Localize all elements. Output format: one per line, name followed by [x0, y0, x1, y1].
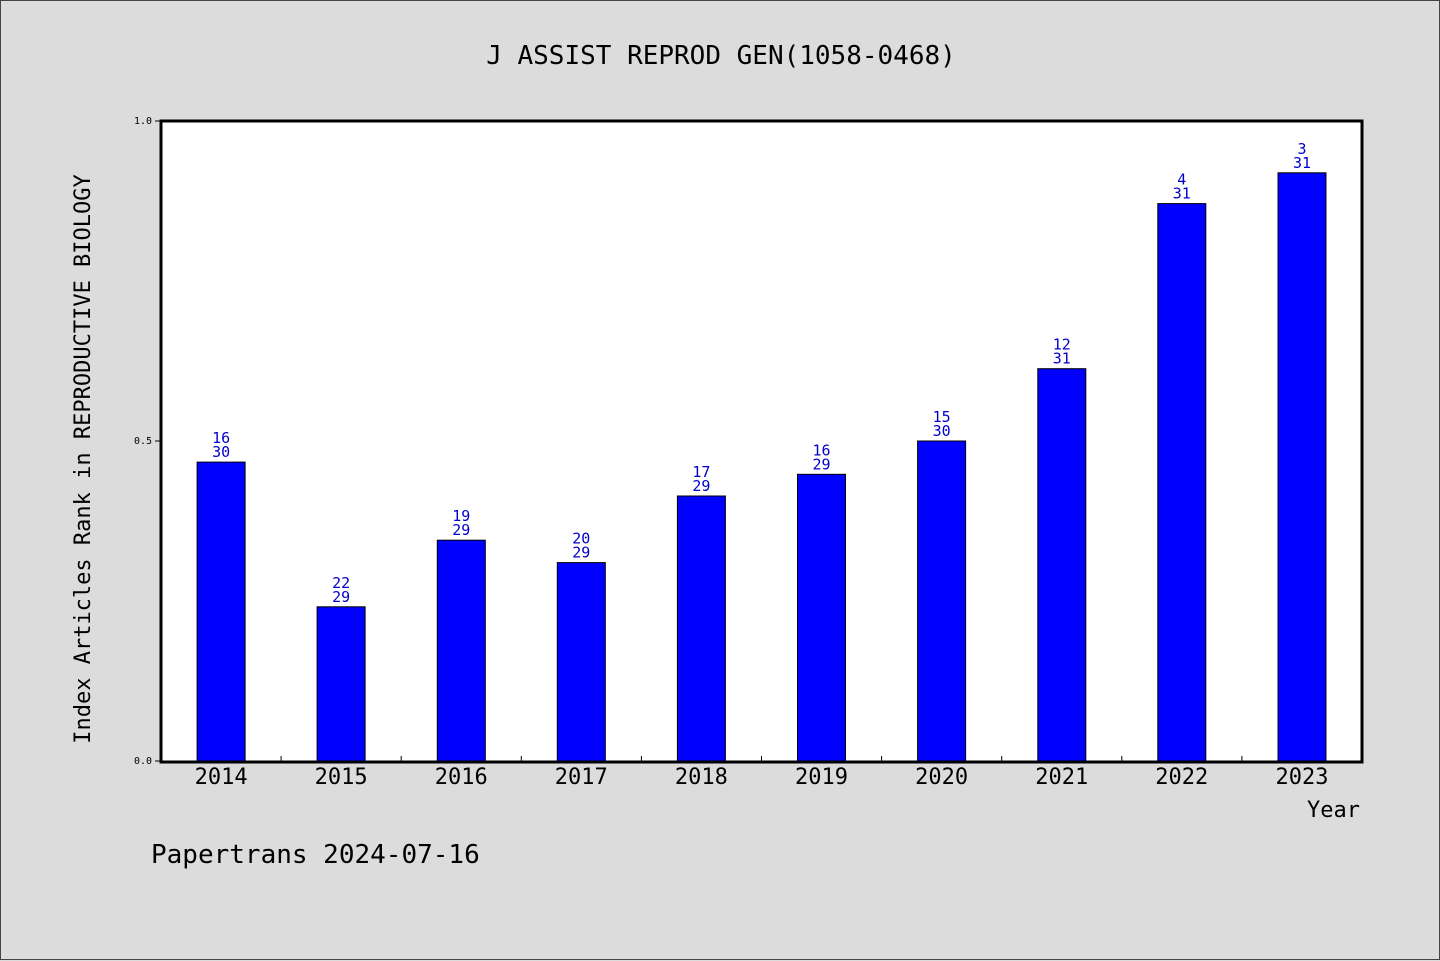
bar-2022: [1157, 203, 1207, 762]
y-tick-label-1.0: 1.0: [134, 116, 152, 127]
x-tick-label-2016: 2016: [435, 765, 488, 790]
x-tick-label-2019: 2019: [795, 765, 848, 790]
x-tick-label-2023: 2023: [1276, 765, 1329, 790]
bar-label-total-2014: 30: [212, 443, 230, 461]
x-tick-label-2015: 2015: [315, 765, 368, 790]
bar-2014: [196, 461, 246, 762]
y-tick-label-0.0: 0.0: [134, 756, 152, 767]
bar-2023: [1277, 172, 1327, 762]
bar-2020: [917, 440, 967, 762]
bar-2015: [316, 606, 366, 762]
bar-label-total-2015: 29: [332, 588, 350, 606]
bar-2019: [797, 473, 846, 762]
footer-text: Papertrans 2024-07-16: [151, 840, 480, 870]
bar-label-total-2023: 31: [1293, 154, 1311, 172]
bar-2018: [676, 495, 726, 762]
y-tick-label-0.5: 0.5: [134, 436, 152, 447]
bar-label-total-2019: 29: [812, 455, 830, 473]
x-tick-label-2022: 2022: [1155, 765, 1208, 790]
x-tick-label-2020: 2020: [915, 765, 968, 790]
bar-label-total-2022: 31: [1173, 185, 1191, 203]
bar-label-rank-2015: 22: [332, 574, 350, 592]
y-axis-label: Index Articles Rank in REPRODUCTIVE BIOL…: [71, 174, 96, 744]
bar-label-rank-2017: 20: [572, 530, 590, 548]
bar-label-rank-2016: 19: [452, 507, 470, 525]
bar-label-rank-2019: 16: [812, 441, 830, 459]
bar-2017: [556, 562, 606, 762]
bar-label-total-2016: 29: [452, 521, 470, 539]
bar-label-total-2018: 29: [692, 477, 710, 495]
bar-label-rank-2020: 15: [933, 408, 951, 426]
bar-label-total-2021: 31: [1053, 350, 1071, 368]
x-axis-label: Year: [1307, 798, 1360, 823]
bar-label-rank-2021: 12: [1053, 336, 1071, 354]
x-tick-label-2014: 2014: [195, 765, 248, 790]
chart-title: J ASSIST REPROD GEN(1058-0468): [486, 41, 956, 71]
bar-label-rank-2014: 16: [212, 429, 230, 447]
bar-2021: [1037, 368, 1087, 762]
bar-label-rank-2022: 4: [1177, 171, 1186, 189]
bar-label-rank-2018: 17: [692, 463, 710, 481]
x-axis-ticks: 2014 2015 2016 2017 2018 2019 2020 2021 2022 2023: [195, 756, 1329, 790]
x-tick-label-2021: 2021: [1035, 765, 1088, 790]
bar-label-rank-2023: 3: [1297, 140, 1306, 158]
bar-label-total-2020: 30: [933, 422, 951, 440]
bar-label-total-2017: 29: [572, 544, 590, 562]
y-axis-ticks: 0.0 0.5 1.0: [134, 116, 161, 767]
x-tick-label-2018: 2018: [675, 765, 728, 790]
bar-2016: [436, 539, 486, 762]
x-tick-label-2017: 2017: [555, 765, 608, 790]
